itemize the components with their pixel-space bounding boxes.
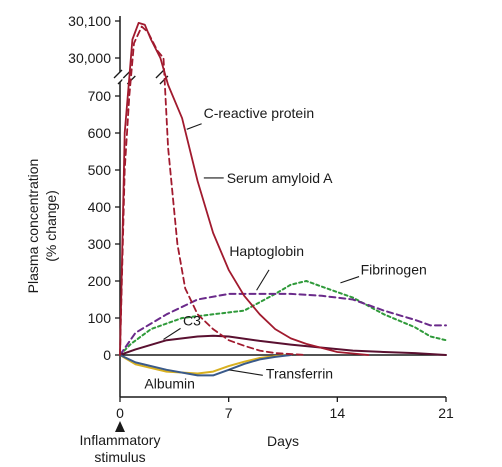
axis-break-gap (154, 72, 169, 82)
y-axis-title: Plasma concentration (% change) (25, 159, 59, 294)
y-axis-title-line: Plasma concentration (25, 159, 41, 294)
series-label-c-reactive-protein: C-reactive protein (204, 105, 315, 121)
stimulus-arrow-icon (115, 421, 125, 432)
x-tick-label: 7 (225, 405, 233, 421)
stimulus-label: Inflammatory stimulus (80, 432, 161, 465)
y-tick-label: 600 (88, 125, 112, 141)
series-label-c3: C3 (183, 312, 201, 328)
annotation-leader (228, 369, 263, 376)
y-tick-label: 500 (88, 162, 112, 178)
y-tick-label: 30,000 (68, 50, 111, 66)
series-line-fibrinogen (119, 280, 447, 356)
series-label-fibrinogen: Fibrinogen (361, 261, 427, 277)
axis-ticks: 0 100 200 300 400 500 600 700 30,000 30,100 0 7 14 21 (68, 13, 454, 421)
series-label-transferrin: Transferrin (266, 365, 333, 381)
series-layer (119, 22, 447, 377)
y-tick-label: 200 (88, 273, 112, 289)
y-tick-label: 300 (88, 236, 112, 252)
series-line-transferrin (119, 354, 292, 377)
axis-break-gap (113, 72, 127, 82)
series-label-haptoglobin: Haptoglobin (229, 243, 304, 259)
y-tick-label: 30,100 (68, 13, 111, 29)
x-axis-title: Days (267, 433, 299, 449)
y-tick-label: 400 (88, 199, 112, 215)
annotation-leader (256, 269, 270, 291)
annotation-leader (340, 276, 360, 284)
y-axis-title-line: (% change) (43, 190, 59, 262)
series-line-haptoglobin (119, 292, 447, 356)
y-tick-label: 700 (88, 88, 112, 104)
stimulus-label-line: Inflammatory (80, 432, 161, 448)
series-label-albumin: Albumin (144, 375, 195, 391)
series-line-serum-amyloid-a (119, 25, 308, 356)
annotation-leader (186, 123, 202, 130)
axis-break-slash (155, 69, 165, 79)
y-tick-label: 0 (103, 347, 111, 363)
series-line-c3 (119, 334, 447, 356)
series-label-serum-amyloid-a: Serum amyloid A (227, 170, 333, 186)
series-annotations: C-reactive protein Serum amyloid A Haptogl… (144, 105, 426, 391)
series-line-c-reactive-protein (119, 22, 370, 356)
axis-break-slash (113, 69, 123, 79)
x-tick-label: 21 (438, 405, 454, 421)
stimulus-label-line: stimulus (94, 449, 145, 465)
series-line-albumin (119, 354, 292, 375)
annotation-leader (163, 327, 181, 340)
x-tick-label: 14 (330, 405, 346, 421)
x-tick-label: 0 (116, 405, 124, 421)
y-tick-label: 100 (88, 310, 112, 326)
